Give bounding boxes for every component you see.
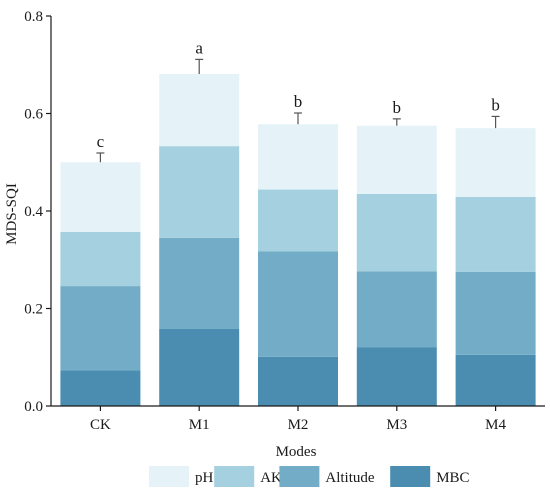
significance-letters-layer: c a b b b — [97, 38, 500, 151]
significance-letter-m1: a — [195, 38, 203, 57]
x-ticks-layer: CK M1 M2 M3 M4 — [90, 406, 507, 433]
x-tick-label: CK — [90, 417, 111, 433]
legend-label-ph: pH — [195, 470, 214, 486]
significance-letter-m3: b — [393, 98, 402, 117]
legend-label-altitude: Altitude — [325, 470, 375, 486]
bar-segment-ak-m3 — [356, 193, 437, 272]
y-tick-label: 0.4 — [24, 204, 43, 220]
bar-segment-altitude-m2 — [258, 251, 338, 357]
bar-segment-altitude-ck — [60, 286, 141, 371]
bars-layer — [60, 74, 536, 406]
bar-segment-ph-m1 — [159, 74, 240, 147]
significance-letter-m2: b — [294, 92, 303, 111]
legend-swatch-mbc — [390, 466, 431, 487]
bar-segment-altitude-m4 — [455, 271, 536, 355]
error-bars-layer — [96, 58, 500, 163]
bar-segment-altitude-m1 — [159, 237, 240, 329]
legend: pH AK Altitude MBC — [149, 466, 470, 487]
x-tick-label: M4 — [485, 417, 506, 433]
bar-segment-mbc-ck — [60, 370, 141, 406]
y-tick-label: 0.8 — [24, 9, 43, 25]
legend-swatch-ph — [149, 466, 189, 487]
bar-segment-ak-m1 — [159, 146, 240, 238]
y-tick-label: 0.0 — [24, 399, 43, 415]
bar-segment-mbc-m1 — [159, 328, 240, 406]
legend-swatch-ak — [214, 466, 255, 487]
x-tick-label: M1 — [189, 417, 210, 433]
bar-segment-ak-ck — [60, 231, 141, 287]
x-tick-label: M2 — [288, 417, 309, 433]
legend-swatch-altitude — [279, 466, 320, 487]
legend-label-mbc: MBC — [436, 470, 469, 486]
significance-letter-ck: c — [97, 132, 105, 151]
y-ticks-layer: 0.0 0.2 0.4 0.6 0.8 — [24, 9, 51, 415]
bar-segment-altitude-m3 — [356, 271, 437, 348]
bar-segment-ak-m4 — [455, 196, 536, 272]
y-axis-title: MDS-SQI — [4, 183, 20, 245]
y-tick-label: 0.2 — [24, 302, 43, 318]
legend-label-ak: AK — [260, 470, 282, 486]
bar-segment-ph-m4 — [455, 128, 536, 197]
x-axis-title: Modes — [276, 444, 317, 460]
x-tick-label: M3 — [386, 417, 407, 433]
bar-segment-mbc-m4 — [455, 354, 536, 406]
bar-segment-ph-ck — [60, 162, 141, 232]
bar-segment-ak-m2 — [258, 189, 338, 252]
significance-letter-m4: b — [491, 95, 500, 114]
bar-segment-mbc-m2 — [258, 356, 338, 406]
bar-segment-mbc-m3 — [356, 347, 437, 406]
bar-segment-ph-m2 — [258, 124, 338, 190]
y-tick-label: 0.6 — [24, 107, 43, 123]
bar-segment-ph-m3 — [356, 125, 437, 194]
